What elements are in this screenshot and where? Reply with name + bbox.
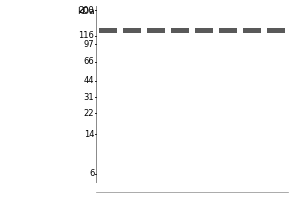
Bar	[267, 28, 285, 33]
Bar	[243, 28, 261, 33]
Bar	[195, 28, 213, 33]
Bar	[147, 28, 165, 33]
Bar	[171, 28, 189, 33]
Text: kDa: kDa	[77, 7, 94, 16]
Text: 44: 44	[84, 76, 94, 85]
Text: 200: 200	[79, 6, 94, 15]
Text: 14: 14	[84, 130, 94, 139]
Text: 6: 6	[89, 169, 94, 178]
Bar	[123, 28, 141, 33]
Bar	[219, 28, 237, 33]
Text: 22: 22	[84, 109, 94, 118]
Text: 97: 97	[84, 40, 94, 49]
Text: 116: 116	[78, 31, 94, 40]
Text: 31: 31	[84, 93, 94, 102]
Text: 66: 66	[84, 57, 94, 66]
Bar	[99, 28, 117, 33]
